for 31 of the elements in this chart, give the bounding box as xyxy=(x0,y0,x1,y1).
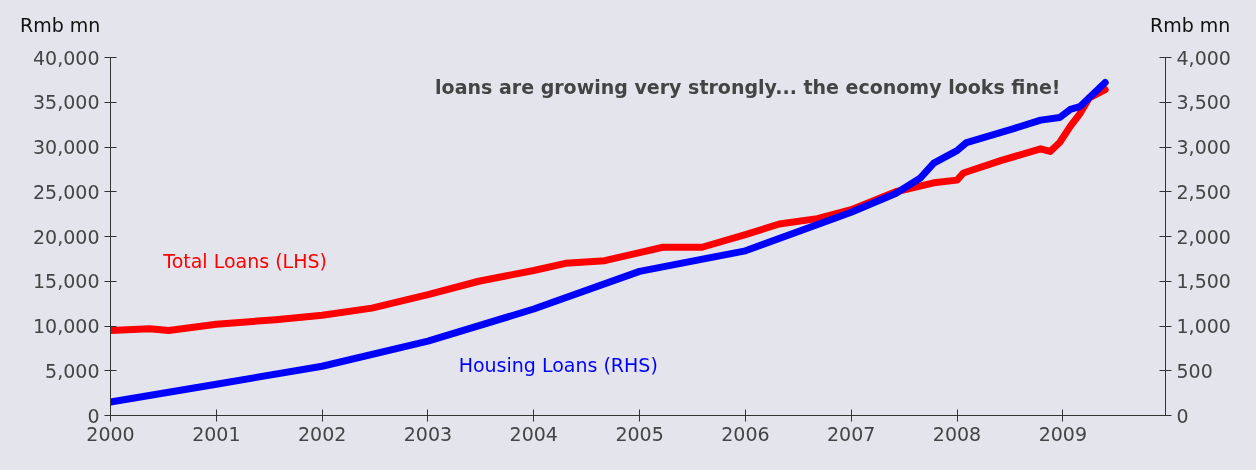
y-tick-label: 30,000 xyxy=(33,136,100,158)
x-tick-label: 2002 xyxy=(297,422,347,445)
y2-tick-label: 1,000 xyxy=(1176,315,1231,337)
y2-tick-label: 2,000 xyxy=(1176,225,1231,248)
y-tick-label: 5,000 xyxy=(45,359,100,382)
y2-axis-title: Rmb mn xyxy=(1150,13,1231,38)
x-tick-label: 2007 xyxy=(827,422,876,445)
y-tick-label: 10,000 xyxy=(33,315,100,337)
x-tick-label: 2004 xyxy=(509,422,558,445)
y2-tick-label: 3,000 xyxy=(1176,136,1231,158)
annotation: loans are growing very strongly... the economy looks fine! xyxy=(435,75,1061,98)
y2-tick-label: 500 xyxy=(1176,359,1213,382)
y2-tick-label: 4,000 xyxy=(1176,46,1231,69)
y2-tick-label: 1,500 xyxy=(1176,270,1231,293)
series-label: Housing Loans (RHS) xyxy=(458,353,658,376)
x-tick-label: 2006 xyxy=(721,422,770,445)
y-axis-title: Rmb mn xyxy=(20,13,101,38)
x-tick-label: 2001 xyxy=(192,422,241,445)
x-tick-label: 2003 xyxy=(403,422,453,445)
x-tick-label: 2005 xyxy=(615,422,664,445)
y-tick-label: 40,000 xyxy=(33,46,100,69)
y2-tick-label: 3,500 xyxy=(1176,91,1231,114)
y2-tick-label: 2,500 xyxy=(1176,180,1231,203)
x-tick-label: 2008 xyxy=(932,422,982,445)
x-tick-label: 2009 xyxy=(1038,422,1088,445)
y-tick-label: 15,000 xyxy=(33,270,100,293)
y2-tick-label: 0 xyxy=(1176,404,1189,427)
y-tick-label: 25,000 xyxy=(33,180,100,203)
text: Total Loans (LHS) xyxy=(162,249,327,272)
y-tick-label: 20,000 xyxy=(33,225,100,248)
y-tick-label: 35,000 xyxy=(33,91,100,114)
